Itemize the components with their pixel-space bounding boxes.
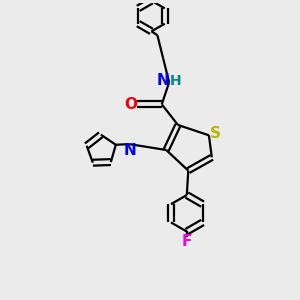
- Text: N: N: [156, 73, 169, 88]
- Text: H: H: [170, 74, 182, 88]
- Text: O: O: [124, 97, 137, 112]
- Text: S: S: [210, 126, 221, 141]
- Text: F: F: [182, 234, 192, 249]
- Text: N: N: [124, 143, 136, 158]
